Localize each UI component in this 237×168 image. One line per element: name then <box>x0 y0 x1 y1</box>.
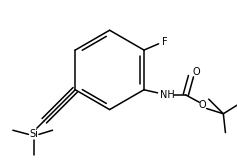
Text: O: O <box>192 67 200 77</box>
Text: F: F <box>162 37 168 47</box>
Text: Si: Si <box>29 129 38 139</box>
Text: NH: NH <box>160 90 174 100</box>
Text: O: O <box>199 100 206 110</box>
